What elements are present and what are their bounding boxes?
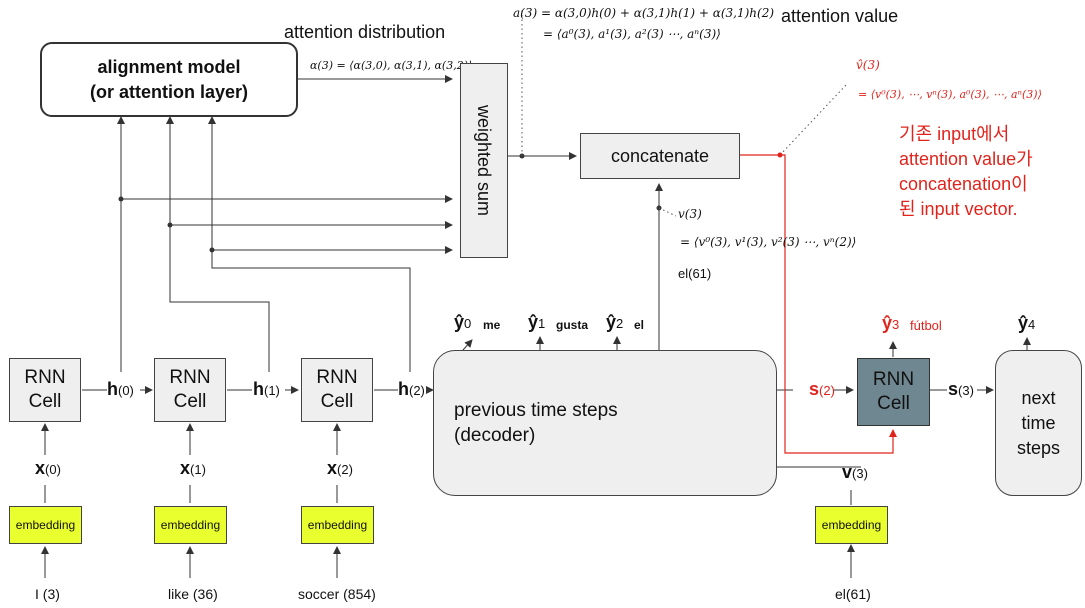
note-line-3: concatenation이 [899, 174, 1028, 194]
y0-word: me [483, 318, 501, 332]
encoder-rnn-cell-1: RNN Cell [154, 358, 226, 422]
attention-value-formula-1: a(3) = α(3,0)h(0) + α(3,1)h(1) + α(3,1)h… [513, 6, 775, 20]
y2-output: ŷ2 [606, 312, 624, 332]
y3-output: ŷ3 [882, 313, 900, 333]
decoder-rnn-cell: RNN Cell [857, 358, 930, 426]
note: 기존 input에서 attention value가 concatenatio… [899, 122, 1033, 222]
attention-value-formula-2: = ⟨a⁰(3), a¹(3), a²(3) ⋯, aⁿ(3)⟩ [543, 27, 721, 41]
x2-label: x(2) [327, 458, 353, 478]
decoder-embedding: embedding [815, 506, 888, 544]
steps-label: steps [1016, 437, 1061, 458]
embedding-0: embedding [9, 506, 82, 544]
y0-output: ŷ0 [454, 312, 472, 332]
cell-label: Cell [28, 391, 62, 412]
cell-label: Cell [173, 391, 207, 412]
encoder-rnn-cell-2: RNN Cell [301, 358, 373, 422]
note-line-1: 기존 input에서 [899, 124, 1010, 144]
attention-distribution-title: attention distribution [284, 22, 446, 42]
y3-word: fútbol [910, 318, 942, 333]
next-label: next [1021, 387, 1056, 408]
weighted-sum-box: weighted sum [460, 63, 508, 258]
v3-word: el(61) [678, 266, 712, 281]
rnn-label: RNN [24, 367, 66, 388]
input-word-0: I (3) [35, 586, 60, 602]
v3-label: v(3) [678, 207, 702, 221]
y4-output: ŷ4 [1018, 313, 1036, 333]
alignment-model-subtitle: (or attention layer) [89, 81, 249, 102]
attention-value-title: attention value [781, 6, 899, 26]
embedding-1: embedding [154, 506, 227, 544]
time-label: time [1021, 412, 1056, 433]
vhat-label: v̂(3) [856, 58, 880, 72]
note-line-2: attention value가 [899, 149, 1033, 169]
h0-label: h(0) [107, 379, 134, 399]
input-word-2: soccer (854) [298, 586, 376, 602]
previous-steps-title: previous time steps [454, 400, 618, 421]
rnn-label: RNN [316, 367, 358, 388]
cell-label: Cell [320, 391, 354, 412]
concatenate-box: concatenate [580, 133, 740, 179]
x0-label: x(0) [35, 458, 61, 478]
weighted-sum-label: weighted sum [474, 104, 495, 217]
y1-output: ŷ1 [528, 312, 546, 332]
vhat-formula: = ⟨v⁰(3), ⋯, vⁿ(3), a⁰(3), ⋯, aⁿ(3)⟩ [858, 88, 1042, 101]
alpha-formula: α(3) = ⟨α(3,0), α(3,1), α(3,2)⟩ [310, 59, 473, 72]
v3-formula: = ⟨v⁰(3), v¹(3), v²(3) ⋯, vⁿ(2)⟩ [680, 235, 857, 249]
rnn-label: RNN [872, 369, 915, 390]
alignment-model-box: alignment model (or attention layer) [40, 42, 298, 117]
dec-v-label: v(3) [842, 462, 868, 482]
cell-label: Cell [877, 393, 910, 414]
h1-label: h(1) [253, 379, 280, 399]
previous-steps-box: previous time steps (decoder) [433, 350, 777, 496]
embedding-2: embedding [301, 506, 374, 544]
y2-word: el [634, 318, 645, 332]
note-line-4: 된 input vector. [899, 199, 1018, 219]
input-word-1: like (36) [168, 586, 218, 602]
encoder-rnn-cell-0: RNN Cell [9, 358, 81, 422]
rnn-label: RNN [169, 367, 211, 388]
previous-steps-subtitle: (decoder) [454, 425, 536, 446]
decoder-input-word: el(61) [835, 586, 871, 602]
h2-label: h(2) [398, 379, 425, 399]
x1-label: x(1) [180, 458, 206, 478]
s2-label: s(2) [809, 379, 835, 399]
next-steps-box: next time steps [995, 350, 1082, 496]
s3-label: s(3) [948, 379, 974, 399]
y1-word: gusta [556, 318, 589, 332]
alignment-model-title: alignment model [97, 56, 241, 77]
